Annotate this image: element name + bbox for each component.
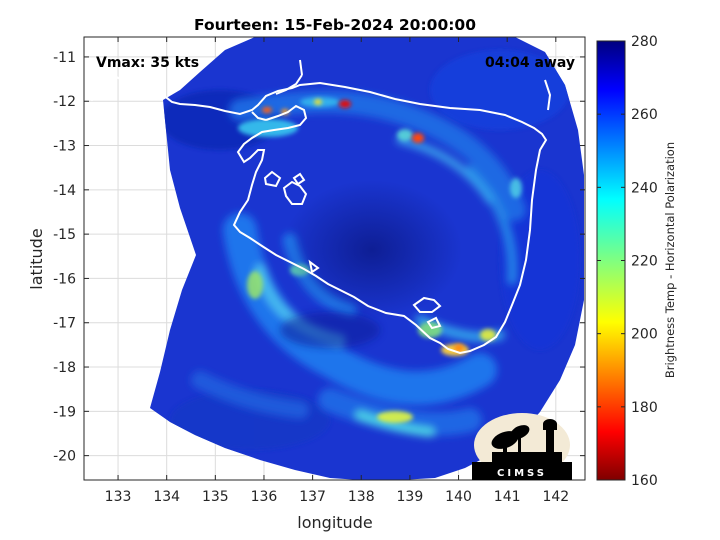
y-axis-label: latitude: [27, 228, 46, 289]
x-axis-label: longitude: [297, 513, 372, 532]
colorbar-tick-label: 220: [631, 254, 658, 270]
colorbar-label: Brightness Temp - Horizontal Polarizatio…: [663, 142, 677, 378]
y-tick-label: -16: [53, 271, 76, 287]
y-tick-label: -13: [53, 139, 76, 155]
chart-title: Fourteen: 15-Feb-2024 20:00:00: [194, 16, 476, 34]
x-tick-label: 139: [397, 489, 424, 505]
x-tick-label: 137: [299, 489, 326, 505]
y-tick-label: -14: [53, 183, 76, 199]
colorbar-tick-label: 200: [631, 327, 658, 343]
x-tick-label: 134: [153, 489, 180, 505]
x-tick-label: 133: [105, 489, 132, 505]
colorbar: 280 260 240 220 200 180 160 Brightness Temp - …: [596, 34, 677, 489]
colorbar-scale: [596, 40, 626, 481]
x-tick-label: 138: [348, 489, 375, 505]
colorbar-ticks: 280 260 240 220 200 180 160: [597, 34, 658, 489]
x-tick-label: 140: [445, 489, 472, 505]
y-tick-label: -20: [53, 449, 76, 465]
cimss-logo: CIMSS: [472, 413, 572, 480]
x-tick-label: 142: [542, 489, 569, 505]
colorbar-tick-label: 180: [631, 400, 658, 416]
y-tick-label: -19: [53, 404, 76, 420]
logo-text: CIMSS: [497, 468, 547, 479]
y-tick-label: -15: [53, 227, 76, 243]
brightness-temp-swath: [84, 37, 584, 480]
away-label: 04:04 away: [485, 55, 575, 71]
x-tick-label: 136: [251, 489, 278, 505]
colorbar-tick-label: 260: [631, 107, 658, 123]
y-tick-label: -18: [53, 360, 76, 376]
axes-box: [83, 36, 586, 481]
vmax-label: Vmax: 35 kts: [96, 55, 199, 71]
colorbar-tick-label: 240: [631, 180, 658, 196]
x-tick-label: 135: [202, 489, 229, 505]
y-tick-labels: -11 -12 -13 -14 -15 -16 -17 -18 -19 -20: [53, 50, 76, 465]
y-tick-label: -17: [53, 316, 76, 332]
y-tick-label: -11: [53, 50, 76, 66]
axis-ticks: [84, 37, 585, 480]
y-tick-label: -12: [53, 94, 76, 110]
x-tick-label: 141: [494, 489, 521, 505]
colorbar-tick-label: 280: [631, 34, 658, 50]
x-tick-labels: 133 134 135 136 137 138 139 140 141 142: [105, 489, 570, 505]
coastline: [84, 39, 581, 355]
colorbar-tick-label: 160: [631, 473, 658, 489]
